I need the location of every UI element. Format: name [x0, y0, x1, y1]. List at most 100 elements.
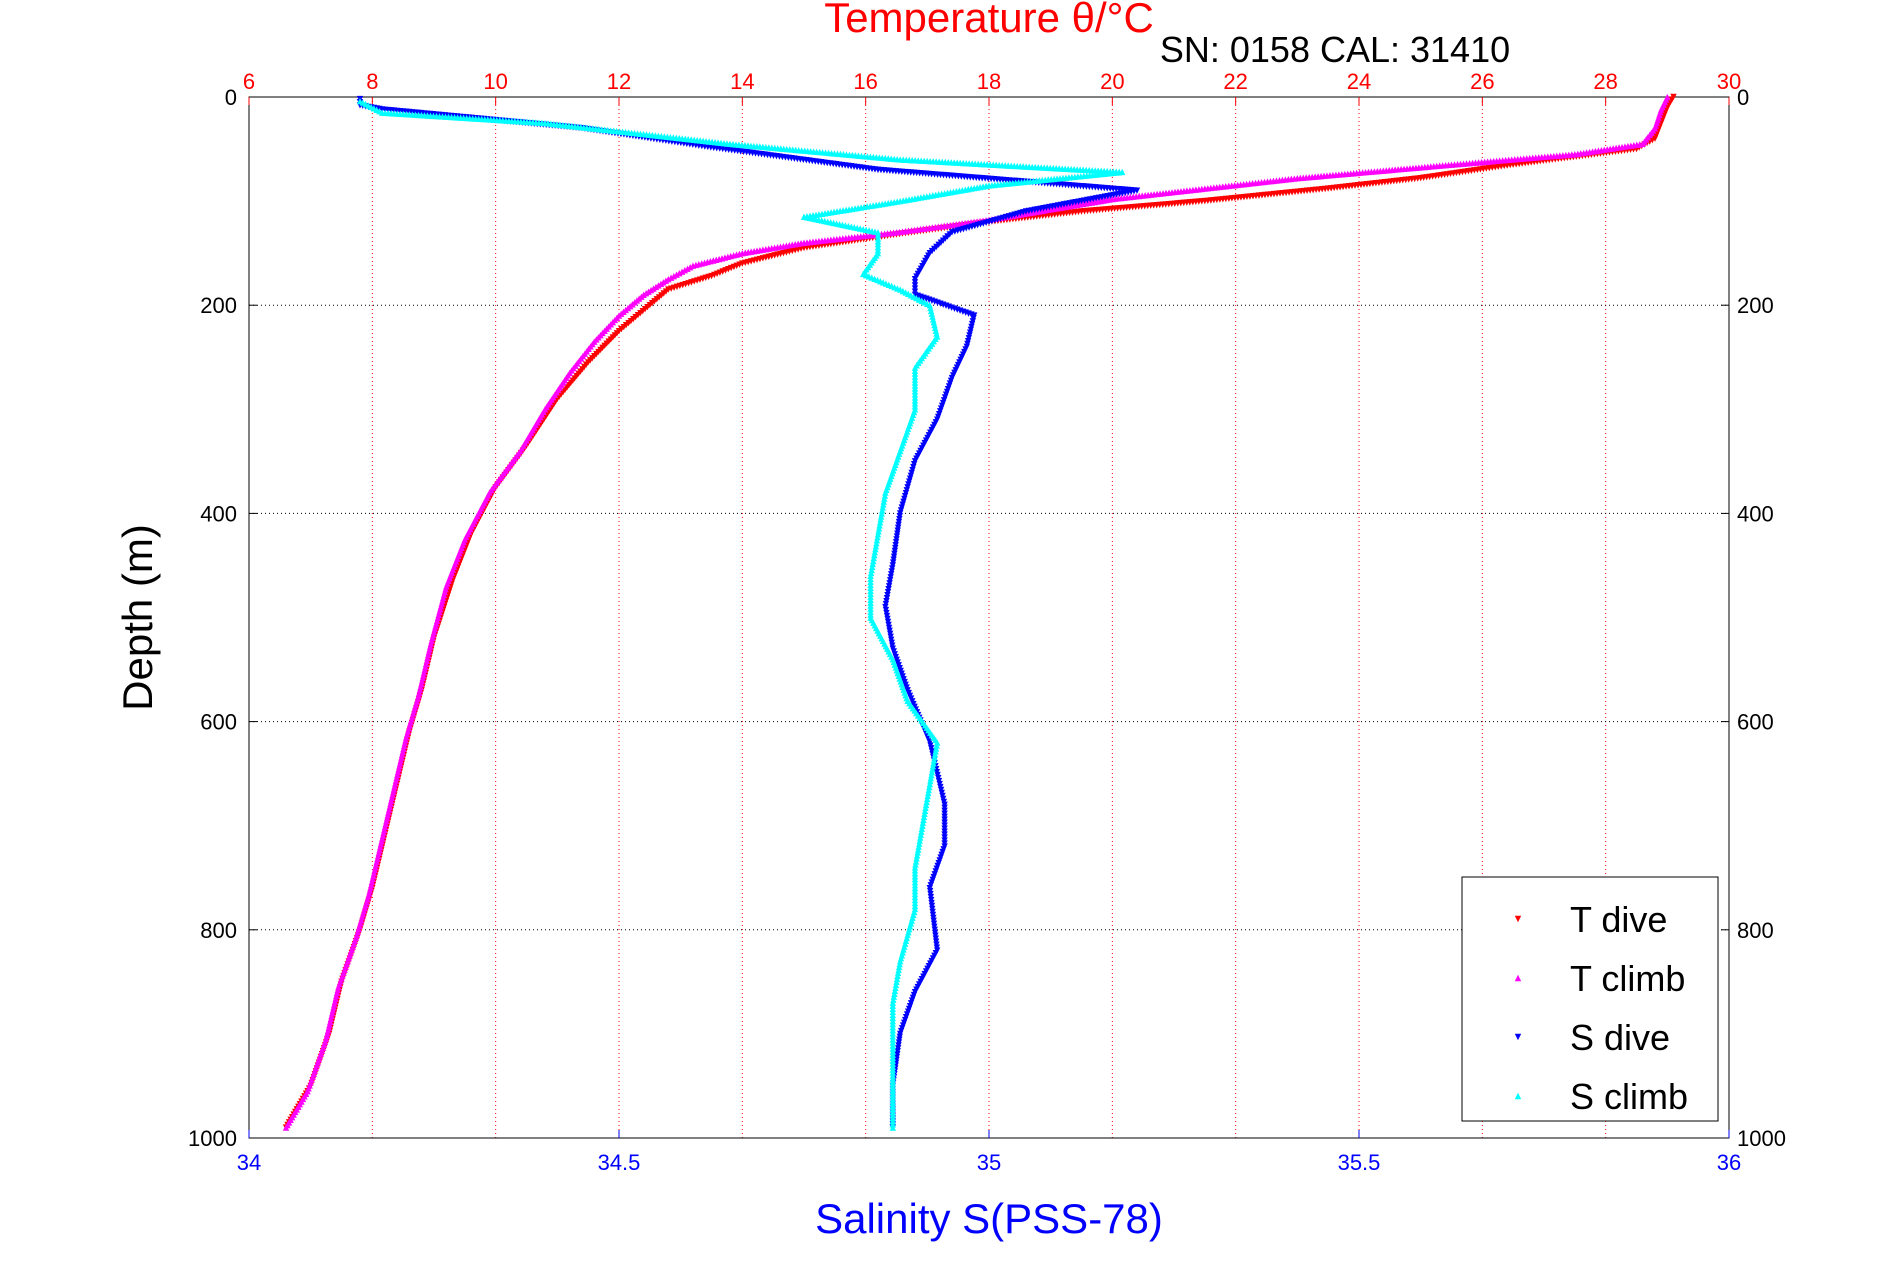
- data-point: [895, 963, 903, 971]
- data-point: [912, 858, 920, 865]
- x-top-tick-label: 24: [1347, 69, 1371, 94]
- data-point: [880, 501, 887, 508]
- y-tick-label: 600: [200, 710, 237, 735]
- data-point: [879, 504, 886, 511]
- data-point: [912, 861, 919, 868]
- legend-marker: [1514, 974, 1522, 982]
- data-point: [930, 757, 938, 764]
- data-point: [913, 855, 920, 862]
- data-point: [882, 489, 889, 496]
- data-point: [928, 768, 936, 776]
- x-top-tick-label: 16: [853, 69, 877, 94]
- data-point: [914, 849, 921, 856]
- x-top-tick-label: 20: [1100, 69, 1124, 94]
- x-top-tick-label: 6: [243, 69, 255, 94]
- data-point: [934, 739, 941, 746]
- data-point: [922, 804, 929, 812]
- legend: T dive T climb S dive S climb: [1461, 876, 1719, 1122]
- data-point: [870, 554, 877, 562]
- y-tick-label-right: 200: [1737, 293, 1774, 318]
- x-top-tick-label: 14: [730, 69, 754, 94]
- data-point: [930, 760, 937, 767]
- data-point: [895, 966, 902, 974]
- data-point: [880, 498, 888, 505]
- data-point: [921, 807, 929, 815]
- data-point: [918, 825, 926, 832]
- data-point: [915, 843, 922, 850]
- data-point: [889, 1124, 896, 1131]
- legend-marker: [1514, 915, 1522, 923]
- data-point: [871, 548, 879, 556]
- legend-item: S climb: [1514, 1076, 1688, 1117]
- data-point: [870, 557, 877, 565]
- data-point: [894, 969, 902, 977]
- x-bottom-tick-label: 36: [1717, 1150, 1741, 1175]
- data-point: [867, 569, 875, 577]
- legend-item: T dive: [1514, 899, 1667, 940]
- data-point: [929, 763, 937, 770]
- data-point: [914, 846, 922, 853]
- x-top-tick-label: 30: [1717, 69, 1741, 94]
- data-point: [913, 852, 921, 859]
- data-point: [920, 816, 927, 823]
- data-point: [925, 789, 932, 797]
- data-point: [933, 742, 940, 749]
- data-point: [874, 533, 881, 541]
- y-axis-label: Depth (m): [114, 524, 161, 711]
- y-tick-label: 400: [200, 501, 237, 526]
- data-point: [890, 996, 897, 1003]
- data-point: [881, 492, 889, 499]
- data-point: [875, 528, 882, 535]
- data-point: [918, 828, 925, 835]
- data-point: [929, 765, 936, 773]
- data-point: [931, 754, 938, 761]
- data-point: [919, 822, 926, 829]
- data-point: [877, 513, 885, 520]
- data-point: [919, 819, 927, 826]
- data-point: [926, 780, 933, 788]
- data-point: [876, 522, 883, 529]
- x-top-tick-label: 8: [366, 69, 378, 94]
- data-point: [927, 774, 935, 782]
- x-bottom-tick-label: 35.5: [1338, 1150, 1381, 1175]
- data-point: [869, 560, 876, 568]
- y-tick-label: 1000: [188, 1126, 237, 1151]
- series-s-climb: [356, 97, 1126, 1131]
- legend-label: T climb: [1570, 958, 1685, 999]
- data-point: [891, 987, 899, 994]
- data-point: [920, 813, 928, 820]
- data-point: [872, 545, 879, 553]
- x-top-tick-label: 28: [1593, 69, 1617, 94]
- chart-title: Temperature θ/°C: [824, 0, 1154, 41]
- data-point: [924, 792, 931, 800]
- data-point: [893, 978, 900, 986]
- data-point: [916, 837, 923, 844]
- x-top-tick-label: 26: [1470, 69, 1494, 94]
- data-point: [921, 810, 928, 818]
- data-point: [878, 510, 885, 517]
- legend-item: T climb: [1514, 958, 1685, 999]
- data-point: [925, 786, 932, 794]
- y-tick-label-right: 0: [1737, 85, 1749, 110]
- data-point: [875, 525, 883, 532]
- data-point: [932, 748, 939, 755]
- data-point: [874, 531, 882, 538]
- series-t-climb: [282, 93, 1671, 1131]
- data-point: [873, 539, 880, 547]
- data-point: [923, 795, 931, 803]
- grid: [249, 97, 1729, 1138]
- data-point: [282, 1124, 290, 1131]
- data-point: [922, 801, 930, 809]
- y-tick-label: 200: [200, 293, 237, 318]
- data-point: [893, 975, 901, 983]
- legend-item: S dive: [1514, 1017, 1670, 1058]
- data-point: [923, 798, 930, 806]
- x-axis-label-salinity: Salinity S(PSS-78): [815, 1195, 1163, 1242]
- legend-label: S climb: [1570, 1076, 1688, 1117]
- data-point: [879, 507, 886, 514]
- data-point: [892, 981, 900, 989]
- data-point: [877, 516, 884, 523]
- data-point: [931, 751, 939, 758]
